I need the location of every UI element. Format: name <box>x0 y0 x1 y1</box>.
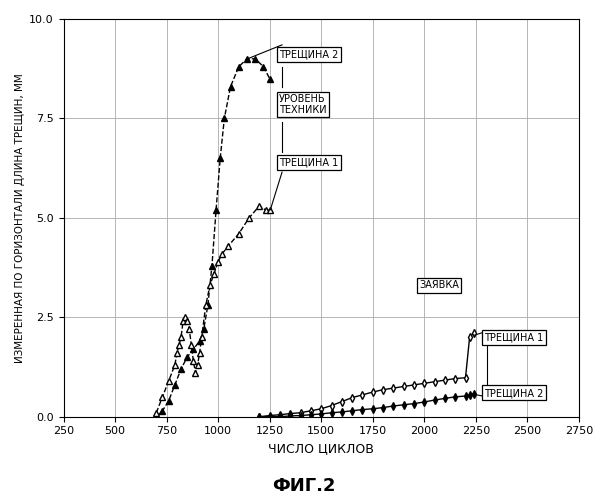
X-axis label: ЧИСЛО ЦИКЛОВ: ЧИСЛО ЦИКЛОВ <box>268 442 374 455</box>
Text: ТРЕЩИНА 2: ТРЕЩИНА 2 <box>484 388 544 398</box>
Text: ТРЕЩИНА 1: ТРЕЩИНА 1 <box>484 332 544 342</box>
Text: ТРЕЩИНА 2: ТРЕЩИНА 2 <box>279 50 338 60</box>
Text: УРОВЕНЬ
ТЕХНИКИ: УРОВЕНЬ ТЕХНИКИ <box>279 94 326 115</box>
Text: ФИГ.2: ФИГ.2 <box>272 477 336 495</box>
Y-axis label: ИЗМЕРЕННАЯ ПО ГОРИЗОНТАЛИ ДЛИНА ТРЕЩИН, ММ: ИЗМЕРЕННАЯ ПО ГОРИЗОНТАЛИ ДЛИНА ТРЕЩИН, … <box>15 73 25 362</box>
Text: ЗАЯВКА: ЗАЯВКА <box>419 280 459 290</box>
Text: ТРЕЩИНА 1: ТРЕЩИНА 1 <box>279 157 338 167</box>
